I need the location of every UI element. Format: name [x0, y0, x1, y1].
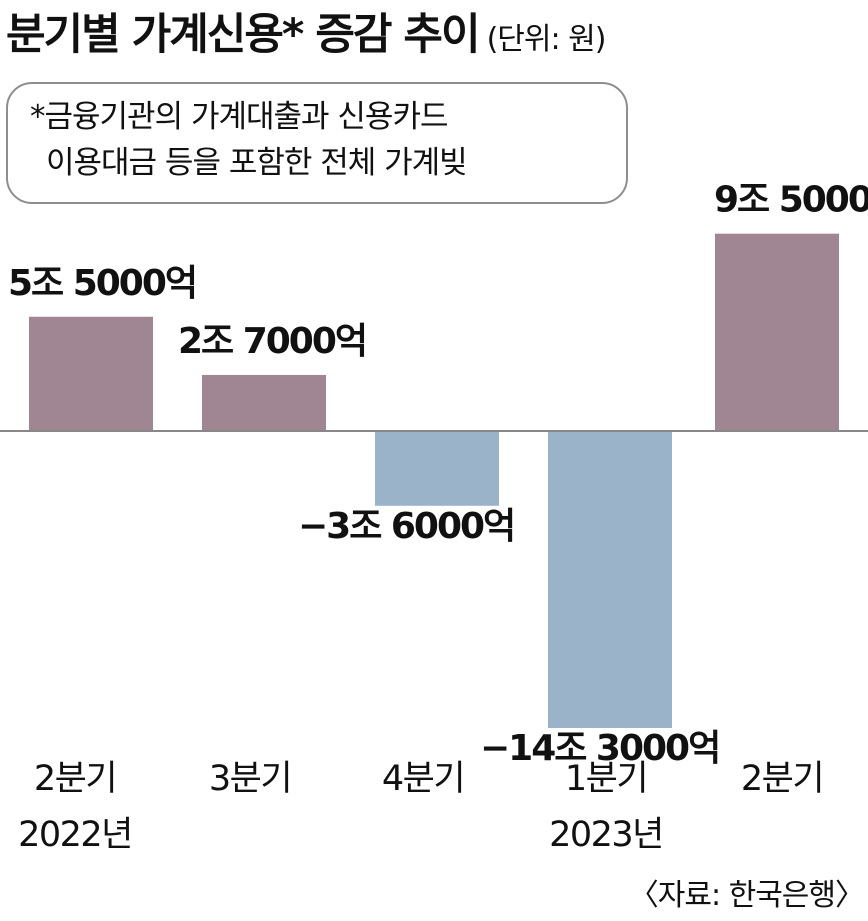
category-label-3: 4분기	[382, 759, 464, 799]
bar-2	[202, 374, 326, 431]
bar-4	[548, 431, 672, 729]
bar-3	[375, 431, 499, 506]
category-label-5: 2분기	[741, 759, 823, 799]
chart-title: 분기별 가계신용* 증감 추이 (단위: 원)	[6, 0, 607, 62]
bar-5	[715, 233, 839, 431]
data-label-2: 2조 7000억	[178, 321, 366, 362]
footnote-line-2: 이용대금 등을 포함한 전체 가계빚	[46, 145, 468, 181]
bar-1	[29, 316, 153, 431]
data-label-4: −14조 3000억	[480, 728, 719, 769]
category-label-4-year: 2023년	[549, 815, 663, 855]
title-text: 분기별 가계신용* 증감 추이	[6, 10, 481, 60]
data-label-3: −3조 6000억	[298, 506, 514, 547]
category-label-1-year: 2022년	[18, 815, 132, 855]
data-label-5: 9조 5000억	[714, 180, 868, 221]
footnote-box: *금융기관의 가계대출과 신용카드 이용대금 등을 포함한 전체 가계빚	[6, 82, 628, 204]
footnote-line-1: *금융기관의 가계대출과 신용카드	[30, 99, 449, 135]
category-label-1: 2분기	[34, 759, 116, 799]
category-label-2: 3분기	[209, 759, 291, 799]
data-label-1: 5조 5000억	[8, 263, 196, 304]
unit-label: (단위: 원)	[486, 22, 607, 57]
category-label-4: 1분기	[565, 759, 647, 799]
source-label: 〈자료: 한국은행〉	[628, 878, 865, 913]
